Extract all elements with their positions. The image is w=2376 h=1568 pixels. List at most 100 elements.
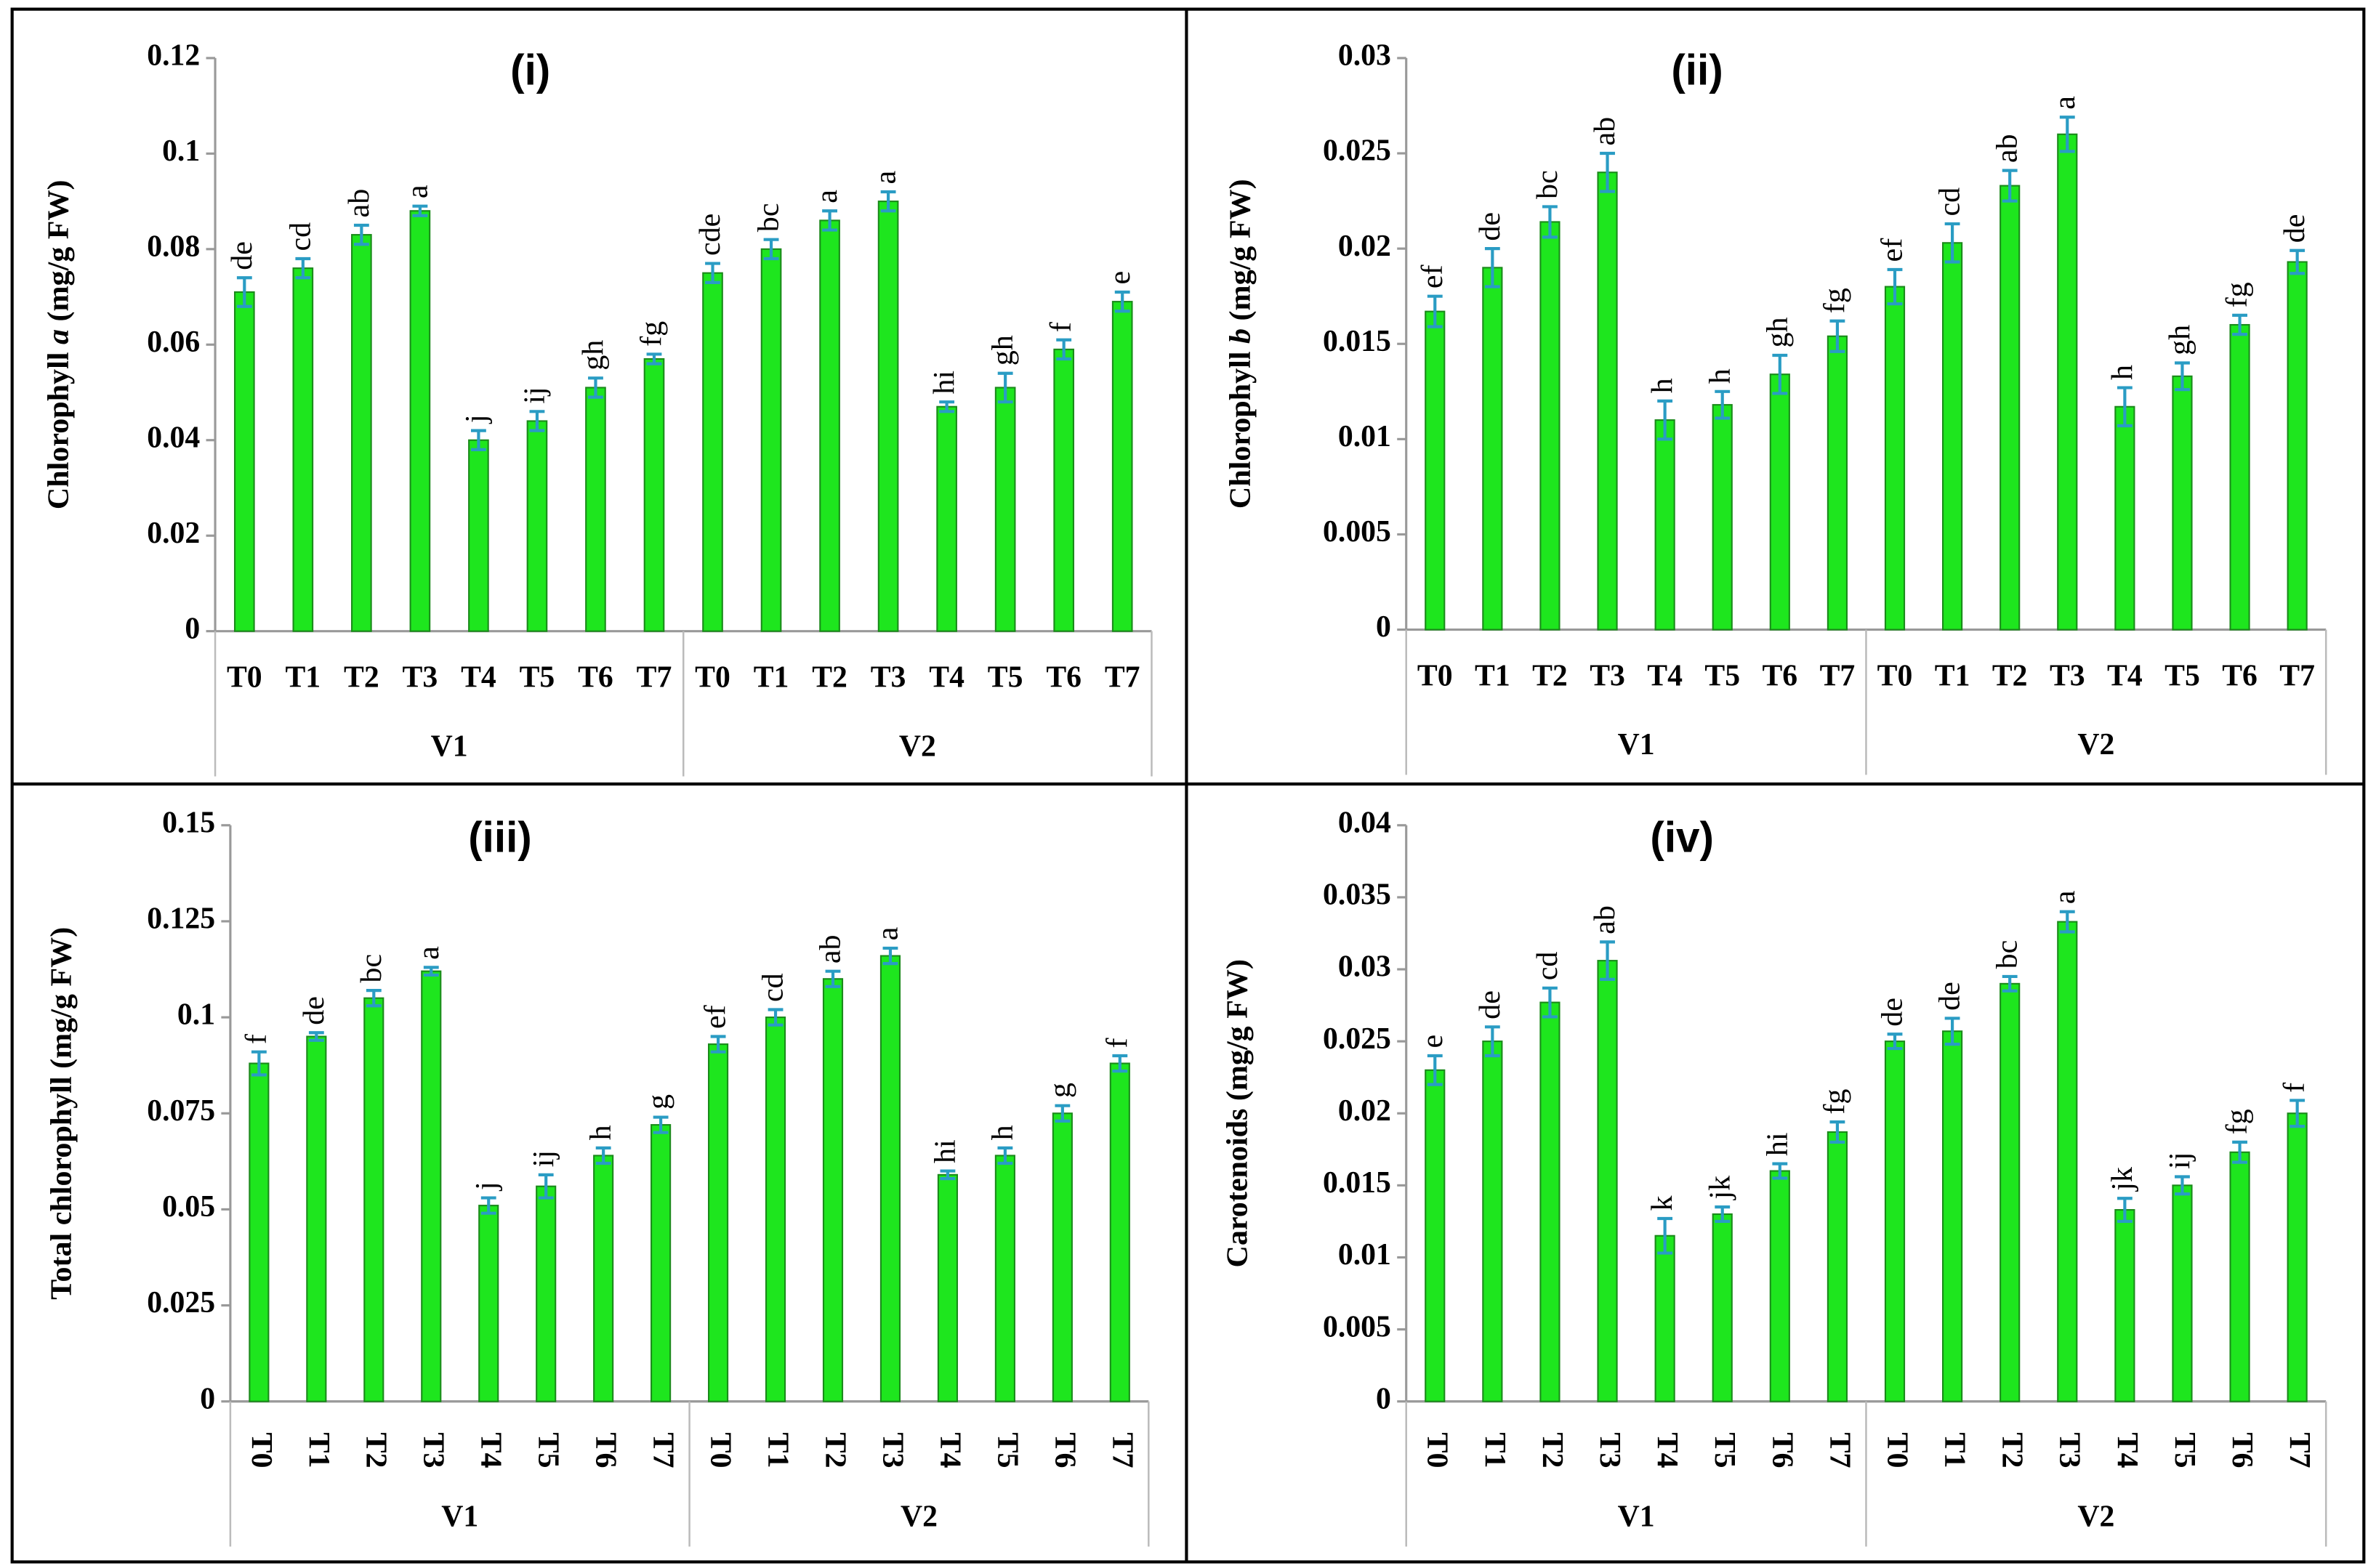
bar	[1884, 1040, 1906, 1402]
x-tick-label: T4	[475, 1432, 508, 1468]
y-tick-label: 0	[1376, 1382, 1391, 1415]
x-tick-label: T5	[532, 1432, 565, 1468]
y-tick-label: 0.03	[1338, 39, 1391, 72]
significance-letter: ef	[1416, 264, 1449, 288]
bar	[409, 210, 431, 632]
x-tick-label: T1	[1478, 1432, 1512, 1468]
y-tick-label: 0.05	[162, 1190, 215, 1224]
x-tick-label: T1	[302, 1432, 336, 1468]
significance-letter: cd	[1531, 952, 1564, 981]
x-tick-label: T2	[360, 1432, 393, 1468]
bar	[536, 1185, 557, 1402]
bar	[2229, 1151, 2250, 1402]
y-axis-label-part: Chlorophyll	[41, 344, 75, 509]
x-tick-label: T0	[695, 660, 730, 694]
bar	[363, 997, 384, 1402]
y-axis-label: Chlorophyll b (mg/g FW)	[1223, 179, 1257, 509]
bar	[1052, 1112, 1073, 1402]
bar	[249, 1062, 270, 1402]
group-label: V1	[1618, 1500, 1655, 1533]
y-tick-label: 0.005	[1323, 515, 1391, 549]
bar	[708, 1043, 729, 1402]
x-tick-label: T5	[2168, 1432, 2202, 1468]
x-tick-label: T6	[2222, 659, 2258, 692]
x-tick-label: T6	[2226, 1432, 2259, 1468]
y-axis-label-part: b	[1223, 328, 1257, 344]
bar	[936, 405, 957, 632]
x-tick-label: T3	[2053, 1432, 2087, 1468]
significance-letter: a	[2048, 890, 2082, 904]
significance-letter: de	[2278, 214, 2311, 243]
bar	[2229, 323, 2250, 631]
significance-letter: h	[584, 1125, 618, 1140]
significance-letter: bc	[1991, 940, 2024, 969]
x-tick-label: T4	[929, 660, 965, 694]
significance-letter: bc	[355, 954, 388, 983]
significance-letter: cd	[1933, 187, 1967, 217]
x-tick-label: T7	[2279, 659, 2315, 692]
x-tick-label: T1	[1938, 1432, 1972, 1468]
x-tick-label: T2	[812, 660, 847, 694]
x-tick-label: T5	[1704, 659, 1740, 692]
group-label: V1	[1618, 728, 1655, 761]
bar	[2057, 133, 2078, 631]
significance-letter: fg	[635, 321, 669, 347]
bar	[643, 357, 665, 632]
significance-letter: ab	[1588, 117, 1622, 146]
bar	[526, 420, 548, 632]
significance-letter: h	[986, 1125, 1020, 1140]
y-tick-label: 0.005	[1323, 1310, 1391, 1343]
x-tick-label: T2	[1536, 1432, 1569, 1468]
bar	[1109, 1062, 1130, 1402]
x-tick-label: T7	[647, 1432, 680, 1468]
group-label: V2	[901, 1500, 938, 1533]
bar	[1942, 1030, 1963, 1402]
bar	[879, 955, 901, 1402]
y-axis-label-part: (mg/g FW)	[41, 179, 75, 329]
x-tick-label: T4	[2111, 1432, 2144, 1468]
significance-letter: ef	[1876, 238, 1909, 262]
bar	[1482, 1040, 1503, 1402]
significance-letter: g	[1044, 1083, 1077, 1098]
y-tick-label: 0.08	[147, 230, 200, 263]
x-tick-label: T4	[461, 660, 496, 694]
x-tick-label: T0	[704, 1432, 738, 1468]
bar	[1482, 267, 1503, 631]
group-label: V2	[899, 730, 936, 763]
x-tick-label: T3	[1590, 659, 1625, 692]
significance-letter: fg	[1819, 288, 1852, 313]
bar	[1053, 348, 1075, 632]
x-tick-label: T0	[1877, 659, 1913, 692]
bar	[1597, 960, 1618, 1402]
y-tick-label: 0.025	[1323, 1022, 1391, 1056]
y-axis-label: Carotenoids (mg/g FW)	[1220, 959, 1254, 1267]
significance-letter: bc	[752, 203, 786, 232]
y-axis-label-part: Total chlorophyll (mg/g FW)	[44, 927, 78, 1300]
significance-letter: ij	[518, 387, 552, 403]
bar	[2114, 1209, 2135, 1402]
y-tick-label: 0	[1376, 610, 1391, 644]
bar	[292, 267, 314, 632]
significance-letter: de	[1473, 990, 1507, 1019]
y-tick-label: 0.06	[147, 326, 200, 359]
x-tick-label: T2	[818, 1432, 852, 1468]
group-label: V2	[2077, 1500, 2114, 1533]
x-tick-label: T0	[227, 660, 262, 694]
significance-letter: a	[2048, 96, 2082, 110]
significance-letter: ij	[527, 1150, 560, 1167]
significance-letter: f	[1101, 1038, 1135, 1048]
x-tick-label: T3	[871, 660, 906, 694]
x-tick-label: T1	[762, 1432, 795, 1468]
significance-letter: a	[871, 926, 905, 940]
y-axis-label-part: a	[41, 329, 75, 344]
bar	[1654, 1234, 1675, 1402]
bar	[877, 201, 899, 632]
significance-letter: jk	[2106, 1167, 2139, 1192]
y-tick-label: 0.015	[1323, 325, 1391, 358]
bar	[822, 978, 844, 1402]
x-tick-label: T3	[2050, 659, 2085, 692]
y-tick-label: 0.125	[147, 902, 215, 935]
y-tick-label: 0.01	[1338, 1238, 1391, 1272]
significance-letter: cd	[757, 973, 790, 1002]
x-tick-label: T6	[1046, 660, 1082, 694]
